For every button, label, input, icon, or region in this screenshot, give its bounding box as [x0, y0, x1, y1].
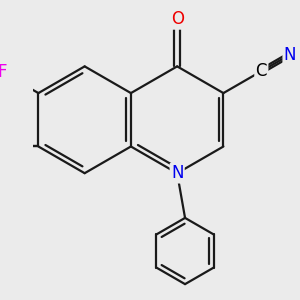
Text: C: C — [256, 62, 267, 80]
Text: N: N — [171, 164, 183, 182]
Text: N: N — [284, 46, 296, 64]
Text: F: F — [0, 63, 7, 81]
Text: N: N — [0, 137, 1, 155]
Text: O: O — [171, 11, 184, 28]
